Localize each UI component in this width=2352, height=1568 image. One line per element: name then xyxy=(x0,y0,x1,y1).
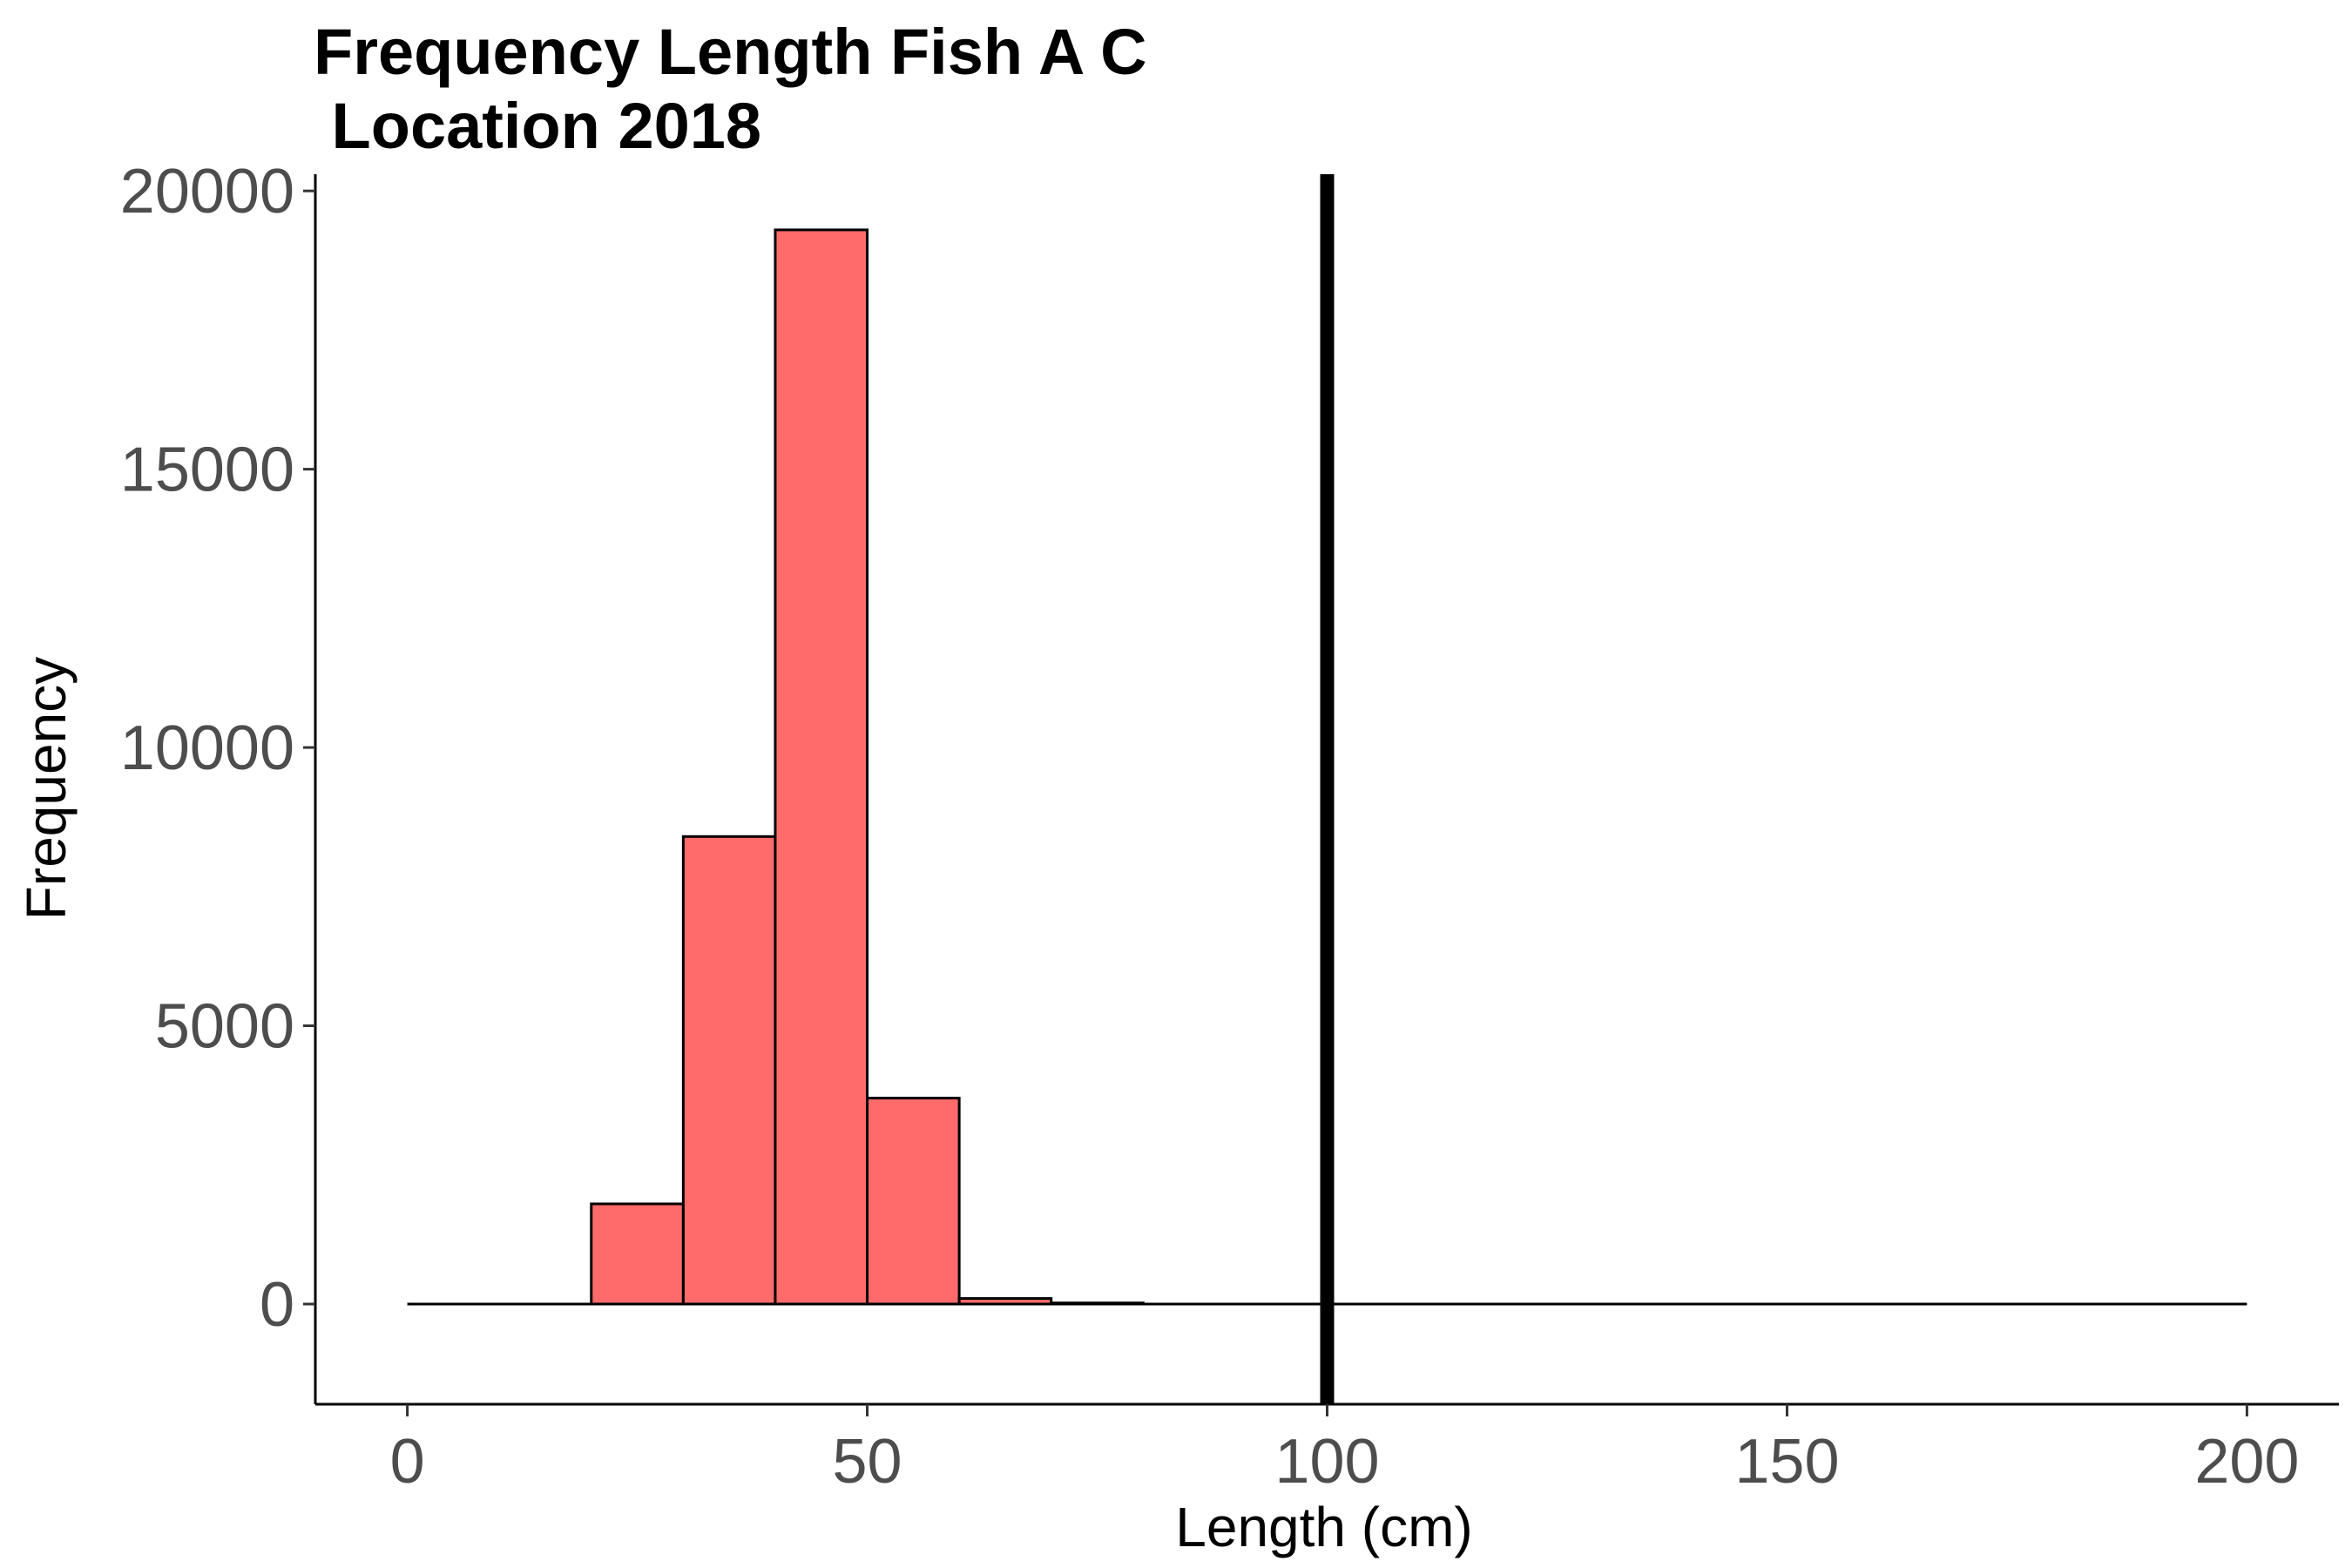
chart-title-line-1: Frequency Length Fish A C xyxy=(314,16,1147,88)
x-tick-label: 100 xyxy=(1274,1427,1379,1497)
y-tick-label: 15000 xyxy=(120,436,294,505)
chart-title-line-2: Location 2018 xyxy=(314,90,761,162)
histogram-bar xyxy=(590,1202,685,1306)
histogram-bar xyxy=(866,1097,961,1306)
y-tick-label: 5000 xyxy=(155,992,294,1062)
x-tick-label: 0 xyxy=(390,1427,425,1497)
x-tick-label: 50 xyxy=(832,1427,902,1497)
y-tick-label: 20000 xyxy=(120,157,294,226)
y-tick-label: 10000 xyxy=(120,713,294,783)
x-tick-label: 150 xyxy=(1734,1427,1839,1497)
x-tick-label: 200 xyxy=(2194,1427,2299,1497)
x-axis-ticks: 0 50 100 150 200 xyxy=(390,1404,2299,1497)
y-axis-title: Frequency xyxy=(15,657,78,920)
y-tick-label: 0 xyxy=(260,1270,294,1340)
x-axis-title: Length (cm) xyxy=(1175,1496,1472,1558)
histogram-bars xyxy=(590,228,1145,1306)
histogram-bar xyxy=(681,835,777,1306)
histogram-bar xyxy=(774,228,869,1306)
y-axis-ticks: 0 5000 10000 15000 20000 xyxy=(120,157,315,1340)
